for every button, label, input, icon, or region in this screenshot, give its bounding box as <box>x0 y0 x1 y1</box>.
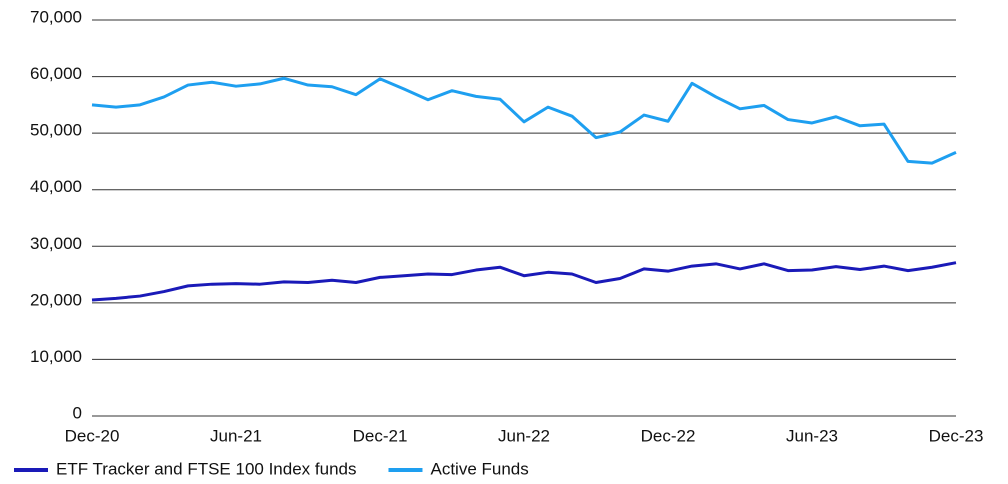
x-tick-label: Dec-20 <box>65 426 120 445</box>
y-tick-label: 0 <box>73 403 82 422</box>
x-tick-label: Jun-21 <box>210 426 262 445</box>
x-tick-label: Jun-22 <box>498 426 550 445</box>
x-tick-label: Dec-22 <box>641 426 696 445</box>
y-tick-label: 20,000 <box>30 290 82 309</box>
x-tick-label: Dec-21 <box>353 426 408 445</box>
y-tick-label: 50,000 <box>30 121 82 140</box>
legend-label: ETF Tracker and FTSE 100 Index funds <box>56 459 356 478</box>
data-line <box>91 76 957 165</box>
y-tick-label: 40,000 <box>30 177 82 196</box>
x-tick-label: Jun-23 <box>786 426 838 445</box>
y-tick-label: 60,000 <box>30 64 82 83</box>
x-tick-label: Dec-23 <box>929 426 984 445</box>
legend-label: Active Funds <box>430 459 528 478</box>
y-tick-label: 10,000 <box>30 347 82 366</box>
data-line <box>91 261 957 302</box>
y-tick-label: 70,000 <box>30 7 82 26</box>
y-tick-label: 30,000 <box>30 234 82 253</box>
